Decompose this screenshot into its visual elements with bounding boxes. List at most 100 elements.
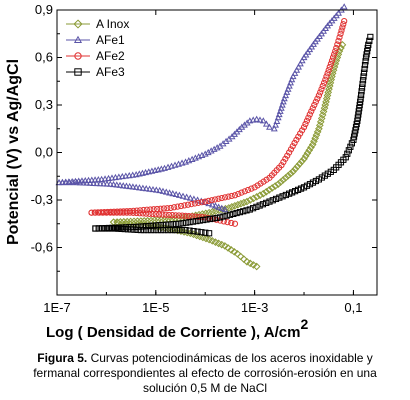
curve-marker — [212, 196, 219, 203]
curve-marker — [288, 76, 296, 83]
curve-marker — [250, 205, 257, 212]
curve-marker — [111, 173, 119, 181]
curve-marker — [310, 137, 318, 146]
curve-marker — [169, 221, 176, 228]
data-point — [342, 154, 349, 161]
curve-marker — [364, 44, 371, 52]
data-point — [133, 223, 140, 231]
curve-marker — [236, 209, 244, 216]
curves-layer — [55, 3, 374, 271]
data-point — [233, 250, 242, 258]
curve-marker — [325, 67, 332, 74]
curve-marker — [276, 178, 285, 186]
curve-marker — [355, 108, 362, 115]
curve-marker — [336, 34, 343, 41]
curve-marker — [268, 184, 277, 192]
curve-marker — [180, 228, 188, 236]
curve-marker — [227, 246, 236, 254]
curve-marker — [262, 120, 270, 127]
curve-marker — [202, 229, 209, 236]
curve-marker — [352, 127, 359, 134]
x-tick-label: 1E-7 — [43, 300, 70, 315]
curve-marker — [199, 233, 207, 242]
curve-marker — [356, 105, 363, 112]
curve-marker — [291, 165, 300, 173]
curve-marker — [283, 88, 291, 95]
data-point — [341, 17, 348, 25]
curve-marker — [311, 134, 320, 143]
curve-marker — [172, 220, 180, 228]
curve-marker — [334, 41, 341, 48]
series-a-inox — [109, 41, 347, 271]
curve-marker — [305, 146, 314, 155]
curve-marker — [208, 208, 217, 216]
curve-marker — [291, 69, 299, 76]
curve-marker — [191, 200, 198, 207]
curve-marker — [133, 207, 140, 214]
curve-marker — [328, 57, 336, 64]
curve-marker — [318, 86, 325, 93]
curve-marker — [344, 150, 351, 157]
curve-marker — [120, 208, 127, 215]
curve-marker — [147, 226, 155, 234]
data-point — [289, 167, 297, 176]
curve-marker — [175, 226, 182, 234]
data-point — [340, 3, 348, 10]
y-tick-label: 0,0 — [35, 145, 53, 160]
curve-marker — [139, 223, 146, 230]
curve-marker — [345, 147, 352, 154]
data-point — [92, 225, 99, 232]
curve-marker — [218, 194, 225, 202]
curve-marker — [364, 48, 371, 55]
data-point — [270, 125, 278, 132]
curve-marker — [353, 120, 360, 128]
curve-marker — [363, 51, 370, 58]
curve-marker — [93, 179, 101, 187]
curve-marker — [198, 229, 205, 236]
curve-marker — [183, 219, 190, 226]
y-tick-label: 0,3 — [35, 97, 53, 112]
data-point — [205, 235, 213, 244]
curve-marker — [279, 193, 286, 200]
curve-marker — [98, 209, 105, 216]
curve-marker — [112, 224, 119, 231]
curve-marker — [91, 209, 98, 216]
curve-marker — [331, 51, 338, 58]
curve-marker — [184, 201, 192, 208]
curve-marker — [95, 225, 102, 232]
data-point — [231, 192, 239, 199]
curve-marker — [287, 79, 295, 86]
curve-marker — [169, 212, 176, 219]
curve-marker — [181, 202, 188, 209]
data-point — [246, 206, 253, 213]
data-point — [300, 155, 308, 163]
curve-marker — [269, 197, 276, 204]
data-point — [337, 30, 344, 37]
curve-marker — [119, 224, 126, 231]
curve-marker — [141, 226, 148, 234]
data-point — [350, 136, 357, 143]
curve-marker — [226, 211, 234, 218]
curve-marker — [227, 203, 236, 211]
curve-marker — [314, 95, 321, 102]
legend-marker — [74, 52, 82, 60]
curve-marker — [179, 212, 186, 219]
curve-marker — [299, 127, 306, 134]
data-point — [327, 60, 335, 67]
legend-label: AFe2 — [96, 49, 125, 63]
y-tick-label: 0,9 — [35, 2, 53, 17]
curve-marker — [104, 208, 111, 216]
curve-marker — [190, 228, 197, 235]
curve-marker — [206, 215, 214, 223]
curve-marker — [105, 174, 112, 182]
curve-marker — [358, 91, 365, 99]
curve-marker — [233, 209, 240, 217]
curve-marker — [238, 189, 245, 196]
data-point — [360, 73, 367, 80]
curve-marker — [281, 174, 290, 182]
curve-marker — [160, 205, 167, 212]
curve-marker — [96, 180, 104, 187]
curve-marker — [144, 226, 151, 234]
y-tick-label: -0,6 — [31, 240, 53, 255]
